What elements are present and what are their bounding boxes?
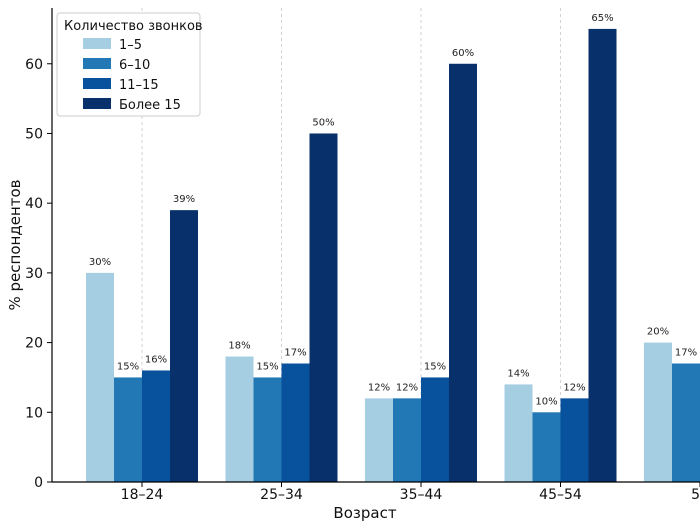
legend-label: 1–5 — [119, 38, 142, 53]
bar — [142, 370, 170, 482]
data-label: 60% — [452, 48, 474, 59]
data-label: 10% — [535, 396, 557, 407]
data-label: 17% — [284, 348, 306, 359]
y-tick-label: 10 — [25, 405, 43, 421]
legend-label: 11–15 — [119, 78, 159, 93]
x-tick-label: 45–54 — [539, 487, 582, 503]
bar — [421, 377, 449, 482]
bar — [449, 63, 477, 482]
bar — [393, 398, 421, 482]
y-tick-label: 40 — [25, 196, 43, 212]
y-axis-title: % респондентов — [6, 180, 24, 311]
data-label: 12% — [368, 382, 390, 393]
bar — [672, 363, 700, 482]
y-tick-label: 30 — [25, 266, 43, 282]
legend-items: 1–5 6–10 11–15 Более 15 — [83, 38, 181, 113]
bar — [86, 272, 114, 482]
bar — [253, 377, 282, 482]
y-tick-label: 50 — [25, 126, 43, 142]
data-label: 18% — [228, 341, 250, 352]
x-tick-label: 55 — [691, 487, 700, 503]
x-tick-label: 35–44 — [400, 487, 443, 503]
bar — [560, 398, 589, 482]
axes — [51, 8, 700, 483]
y-tick-label: 20 — [25, 336, 43, 352]
legend-swatch — [83, 78, 111, 89]
data-label: 12% — [396, 382, 418, 393]
x-tick-label: 25–34 — [260, 487, 303, 503]
data-label: 30% — [89, 257, 111, 268]
data-label: 15% — [256, 361, 278, 372]
y-tick-label: 60 — [25, 57, 43, 73]
bar — [114, 377, 142, 482]
legend-swatch — [83, 38, 111, 49]
legend: Количество звонков 1–5 6–10 11–15 Более 15 — [56, 12, 203, 117]
y-ticks: 0 10 20 30 40 50 60 — [25, 57, 52, 491]
data-label: 17% — [675, 348, 697, 359]
bar — [644, 342, 672, 482]
legend-label: Более 15 — [119, 98, 181, 113]
legend-title: Количество звонков — [64, 19, 203, 34]
x-axis-title: Возраст — [333, 504, 396, 522]
data-label: 16% — [145, 354, 167, 365]
data-label: 20% — [647, 327, 669, 338]
data-label: 39% — [173, 194, 195, 205]
legend-swatch — [83, 58, 111, 69]
bar — [532, 412, 561, 482]
bar — [588, 28, 617, 482]
data-label: 50% — [312, 117, 334, 128]
bars — [86, 28, 700, 482]
y-tick-label: 0 — [34, 475, 43, 491]
data-label: 65% — [591, 13, 613, 24]
data-label: 14% — [507, 368, 529, 379]
bar — [170, 210, 198, 482]
data-label: 12% — [563, 382, 585, 393]
data-label: 15% — [424, 361, 446, 372]
bar — [504, 384, 533, 482]
bar — [225, 356, 254, 482]
legend-label: 6–10 — [119, 58, 150, 73]
grid-lines — [141, 8, 561, 482]
bar — [365, 398, 393, 482]
legend-swatch — [83, 98, 111, 109]
bar — [281, 363, 310, 482]
x-ticks: 18–24 25–34 35–44 45–54 55 — [121, 482, 700, 503]
bar — [309, 133, 338, 482]
x-tick-label: 18–24 — [121, 487, 164, 503]
data-label: 15% — [117, 361, 139, 372]
data-labels: 30% 18% 12% 14% 20% 15% 15% 12% 10% 17% 16% 17% 15% 1… — [89, 13, 697, 407]
